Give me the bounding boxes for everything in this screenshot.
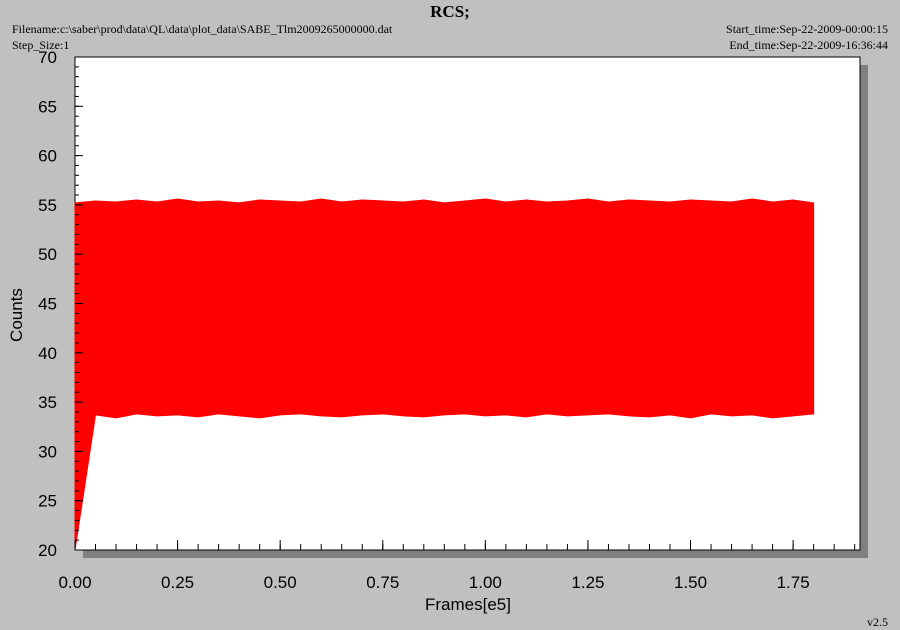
version: v2.5 [867, 615, 888, 629]
chart-title: RCS; [430, 2, 470, 21]
y-tick-label: 25 [38, 492, 57, 511]
x-tick-label: 1.00 [469, 573, 502, 592]
step-size: Step_Size:1 [12, 38, 69, 52]
x-tick-label: 0.25 [161, 573, 194, 592]
filename: Filename:c:\saber\prod\data\QL\data\plot… [12, 22, 393, 36]
y-tick-label: 40 [38, 344, 57, 363]
x-tick-label: 1.75 [777, 573, 810, 592]
x-tick-label: 1.25 [571, 573, 604, 592]
data-band [74, 198, 815, 551]
y-tick-label: 55 [38, 196, 57, 215]
y-tick-label: 35 [38, 393, 57, 412]
x-tick-label: 0.00 [58, 573, 91, 592]
start-time: Start_time:Sep-22-2009-00:00:15 [726, 22, 888, 36]
y-tick-label: 20 [38, 541, 57, 560]
x-tick-label: 0.75 [366, 573, 399, 592]
y-tick-label: 70 [38, 48, 57, 67]
y-tick-label: 65 [38, 97, 57, 116]
y-axis-label: Counts [7, 288, 26, 342]
x-axis-label: Frames[e5] [425, 595, 511, 614]
y-tick-label: 50 [38, 245, 57, 264]
x-tick-label: 0.50 [264, 573, 297, 592]
y-tick-label: 30 [38, 442, 57, 461]
x-tick-label: 1.50 [674, 573, 707, 592]
y-tick-label: 60 [38, 147, 57, 166]
y-tick-label: 45 [38, 295, 57, 314]
end-time: End_time:Sep-22-2009-16:36:44 [729, 38, 888, 52]
